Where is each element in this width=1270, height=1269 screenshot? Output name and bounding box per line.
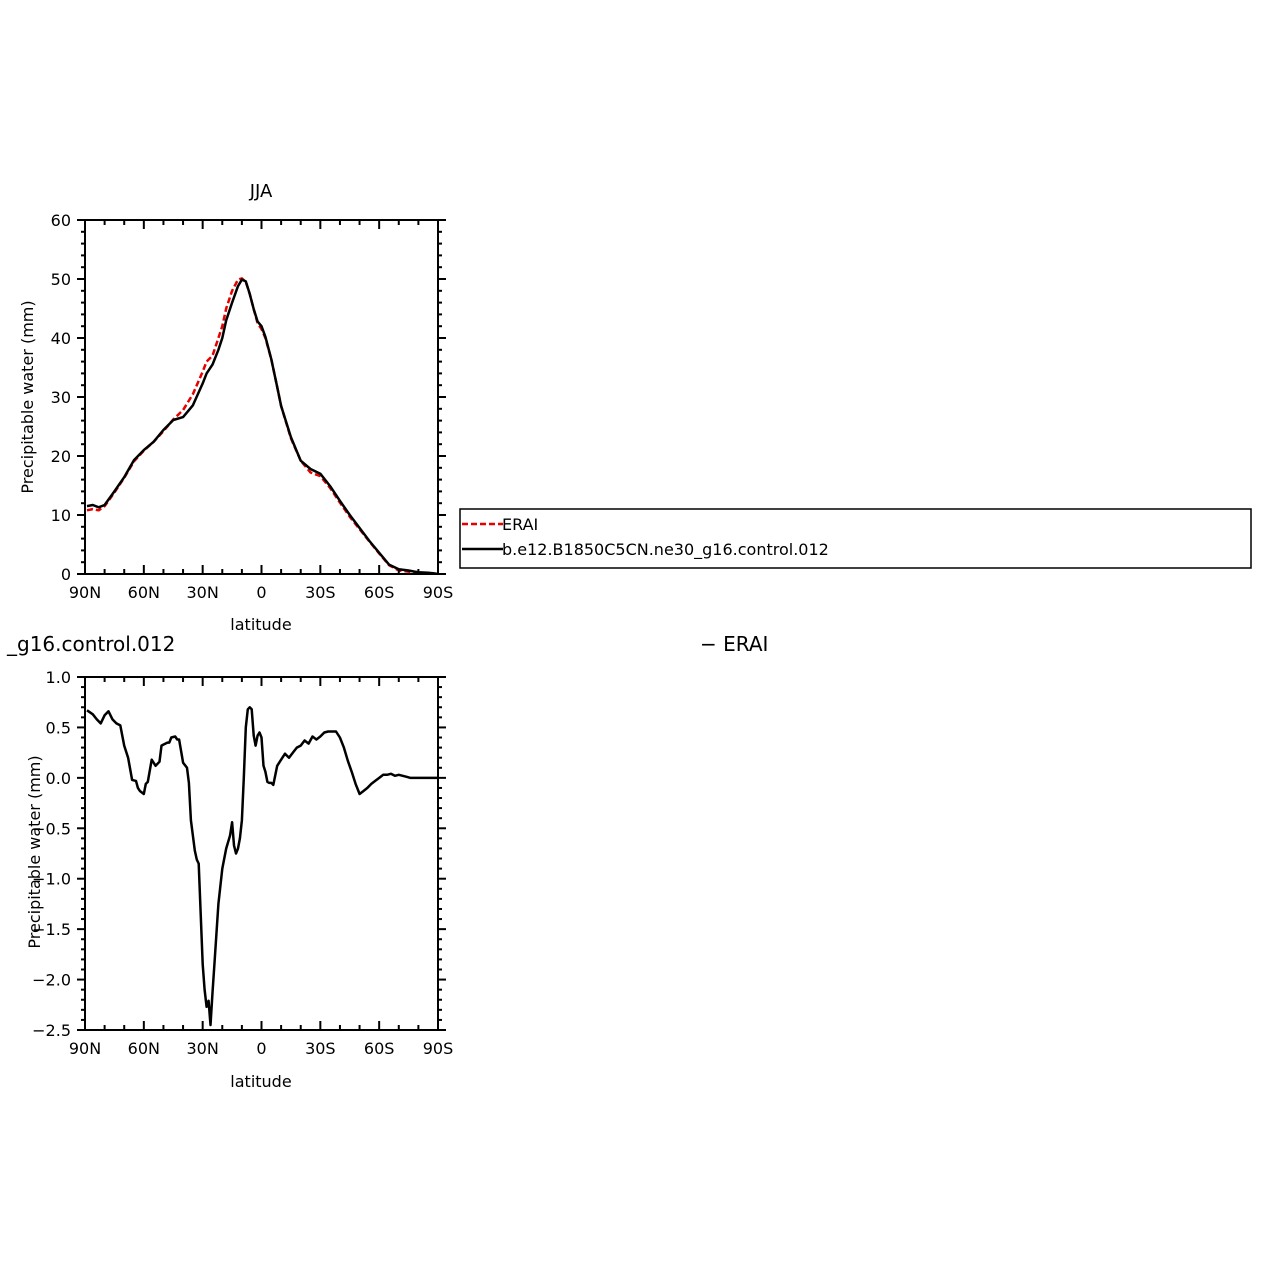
bottom-y-tick-label: −1.5 (32, 920, 71, 939)
bottom-x-tick-label: 90S (423, 1039, 454, 1058)
bottom-x-tick-label: 90N (69, 1039, 101, 1058)
bottom-panel-title-right: − ERAI (700, 632, 768, 656)
legend: ERAI b.e12.B1850C5CN.ne30_g16.control.01… (459, 508, 1252, 569)
bottom-x-tick-label: 0 (256, 1039, 266, 1058)
bottom-y-tick-label: −2.0 (32, 971, 71, 990)
top-y-axis-label: Precipitable water (mm) (18, 300, 37, 493)
top-x-tick-label: 0 (256, 583, 266, 602)
top-panel: JJA 90N 60N 30N 0 30S 60S 90S 0 10 20 30 40 50 60 lat… (18, 181, 453, 634)
bottom-plot-frame (84, 676, 439, 1031)
bottom-series-group (86, 706, 438, 1027)
bottom-x-tick-label: 30N (187, 1039, 219, 1058)
legend-erai-label: ERAI (502, 515, 538, 534)
top-x-tick-label: 90N (69, 583, 101, 602)
top-ticks-group: 90N 60N 30N 0 30S 60S 90S 0 10 20 30 40 50 60 (51, 211, 454, 602)
top-y-tick-label: 30 (51, 388, 71, 407)
top-y-tick-label: 20 (51, 447, 71, 466)
legend-box (459, 508, 1252, 569)
bottom-x-tick-label: 60S (364, 1039, 395, 1058)
bottom-y-tick-label: −0.5 (32, 819, 71, 838)
top-x-tick-label: 90S (423, 583, 454, 602)
top-x-tick-label: 60N (128, 583, 160, 602)
top-y-tick-label: 0 (61, 565, 71, 584)
top-panel-title: JJA (249, 181, 273, 202)
bottom-panel: _g16.control.012 − ERAI 90N 60N 30N 0 30S 60S… (6, 632, 768, 1091)
bottom-y-tick-label: 0.0 (46, 769, 71, 788)
top-x-tick-label: 30N (187, 583, 219, 602)
top-plot-frame (84, 219, 439, 575)
bottom-y-tick-label: 1.0 (46, 668, 71, 687)
top-series-line-0 (86, 277, 438, 574)
bottom-y-tick-label: −1.0 (32, 870, 71, 889)
bottom-ticks-group: 90N 60N 30N 0 30S 60S 90S 1.0 0.5 0.0 −0.5 −1.0 −1.5… (32, 668, 453, 1058)
bottom-panel-title-left: _g16.control.012 (6, 632, 175, 656)
bottom-y-tick-label: 0.5 (46, 718, 71, 737)
legend-model-label: b.e12.B1850C5CN.ne30_g16.control.012 (502, 540, 829, 560)
top-x-tick-label: 30S (305, 583, 336, 602)
bottom-series-line-0 (86, 706, 438, 1027)
bottom-y-tick-label: −2.5 (32, 1021, 71, 1040)
top-series-line-1 (86, 278, 438, 574)
top-y-tick-label: 60 (51, 211, 71, 230)
bottom-x-tick-label: 60N (128, 1039, 160, 1058)
top-series-group (86, 277, 438, 574)
top-y-tick-label: 50 (51, 270, 71, 289)
top-x-tick-label: 60S (364, 583, 395, 602)
bottom-y-axis-label-clip: Precipitable water (mm) (25, 755, 44, 948)
top-x-axis-label: latitude (230, 615, 291, 634)
bottom-x-axis-label: latitude (230, 1072, 291, 1091)
bottom-y-axis-label: Precipitable water (mm) (25, 755, 44, 948)
top-y-tick-label: 10 (51, 506, 71, 525)
top-y-tick-label: 40 (51, 329, 71, 348)
bottom-x-tick-label: 30S (305, 1039, 336, 1058)
